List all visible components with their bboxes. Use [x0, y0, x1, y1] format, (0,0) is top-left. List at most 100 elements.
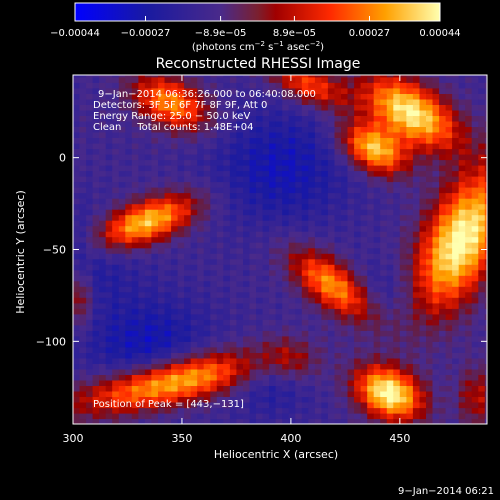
heatmap-cell	[158, 396, 166, 403]
heatmap-cell	[190, 165, 198, 172]
heatmap-cell	[256, 203, 264, 210]
heatmap-cell	[471, 346, 479, 353]
heatmap-cell	[327, 170, 335, 177]
heatmap-cell	[288, 198, 296, 205]
heatmap-cell	[131, 319, 139, 326]
heatmap-cell	[432, 236, 440, 243]
heatmap-cell	[105, 220, 113, 227]
heatmap-cell	[484, 253, 487, 260]
chart-title: Reconstructed RHESSI Image	[156, 56, 361, 72]
heatmap-cell	[164, 98, 172, 105]
heatmap-cell	[314, 115, 322, 122]
heatmap-cell	[308, 390, 316, 397]
heatmap-cell	[334, 407, 342, 414]
heatmap-cell	[197, 220, 205, 227]
heatmap-cell	[275, 104, 283, 111]
heatmap-cell	[373, 187, 381, 194]
heatmap-cell	[439, 413, 447, 420]
heatmap-cell	[210, 264, 218, 271]
heatmap-cell	[118, 319, 126, 326]
heatmap-cell	[138, 82, 146, 89]
heatmap-cell	[125, 357, 133, 364]
heatmap-cell	[262, 297, 270, 304]
heatmap-cell	[184, 225, 192, 232]
heatmap-cell	[393, 143, 401, 150]
heatmap-cell	[341, 413, 349, 420]
heatmap-cell	[262, 374, 270, 381]
heatmap-cell	[105, 363, 113, 370]
heatmap-cell	[262, 225, 270, 232]
heatmap-cell	[321, 302, 329, 309]
heatmap-cell	[432, 335, 440, 342]
heatmap-cell	[73, 374, 81, 381]
heatmap-cell	[419, 176, 427, 183]
heatmap-cell	[308, 209, 316, 216]
heatmap-cell	[131, 335, 139, 342]
heatmap-cell	[426, 192, 434, 199]
heatmap-cell	[282, 170, 290, 177]
heatmap-cell	[452, 225, 460, 232]
heatmap-cell	[321, 126, 329, 133]
heatmap-cell	[262, 209, 270, 216]
heatmap-cell	[138, 93, 146, 100]
heatmap-cell	[367, 104, 375, 111]
heatmap-cell	[426, 242, 434, 249]
heatmap-cell	[406, 291, 414, 298]
heatmap-cell	[177, 109, 185, 116]
heatmap-cell	[256, 275, 264, 282]
heatmap-cell	[452, 148, 460, 155]
heatmap-cell	[426, 109, 434, 116]
heatmap-cell	[118, 82, 126, 89]
heatmap-cell	[79, 402, 87, 409]
heatmap-cell	[458, 291, 466, 298]
heatmap-cell	[138, 126, 146, 133]
heatmap-cell	[144, 363, 152, 370]
heatmap-cell	[327, 120, 335, 127]
heatmap-cell	[158, 93, 166, 100]
heatmap-cell	[327, 82, 335, 89]
heatmap-cell	[158, 379, 166, 386]
heatmap-cell	[380, 236, 388, 243]
heatmap-cell	[452, 280, 460, 287]
heatmap-cell	[151, 396, 159, 403]
heatmap-cell	[471, 165, 479, 172]
heatmap-cell	[301, 335, 309, 342]
heatmap-cell	[184, 242, 192, 249]
heatmap-cell	[86, 192, 94, 199]
heatmap-cell	[347, 170, 355, 177]
heatmap-cell	[151, 242, 159, 249]
heatmap-cell	[236, 143, 244, 150]
heatmap-cell	[86, 187, 94, 194]
heatmap-cell	[452, 82, 460, 89]
heatmap-cell	[354, 390, 362, 397]
heatmap-cell	[341, 137, 349, 144]
heatmap-cell	[301, 253, 309, 260]
heatmap-cell	[393, 75, 401, 78]
heatmap-cell	[197, 236, 205, 243]
heatmap-cell	[158, 87, 166, 94]
heatmap-cell	[184, 264, 192, 271]
heatmap-cell	[432, 341, 440, 348]
heatmap-cell	[144, 275, 152, 282]
heatmap-cell	[112, 390, 120, 397]
heatmap-cell	[138, 131, 146, 138]
heatmap-cell	[484, 374, 487, 381]
heatmap-cell	[380, 93, 388, 100]
heatmap-cell	[412, 242, 420, 249]
heatmap-cell	[229, 286, 237, 293]
heatmap-cell	[419, 275, 427, 282]
heatmap-cell	[275, 143, 283, 150]
heatmap-cell	[99, 220, 107, 227]
heatmap-cell	[184, 120, 192, 127]
heatmap-cell	[190, 98, 198, 105]
heatmap-cell	[151, 407, 159, 414]
heatmap-cell	[308, 82, 316, 89]
heatmap-cell	[243, 247, 251, 254]
heatmap-cell	[269, 154, 277, 161]
heatmap-cell	[249, 214, 257, 221]
heatmap-cell	[216, 297, 224, 304]
heatmap-cell	[203, 126, 211, 133]
heatmap-cell	[92, 324, 100, 331]
heatmap-cell	[86, 368, 94, 375]
heatmap-cell	[184, 253, 192, 260]
